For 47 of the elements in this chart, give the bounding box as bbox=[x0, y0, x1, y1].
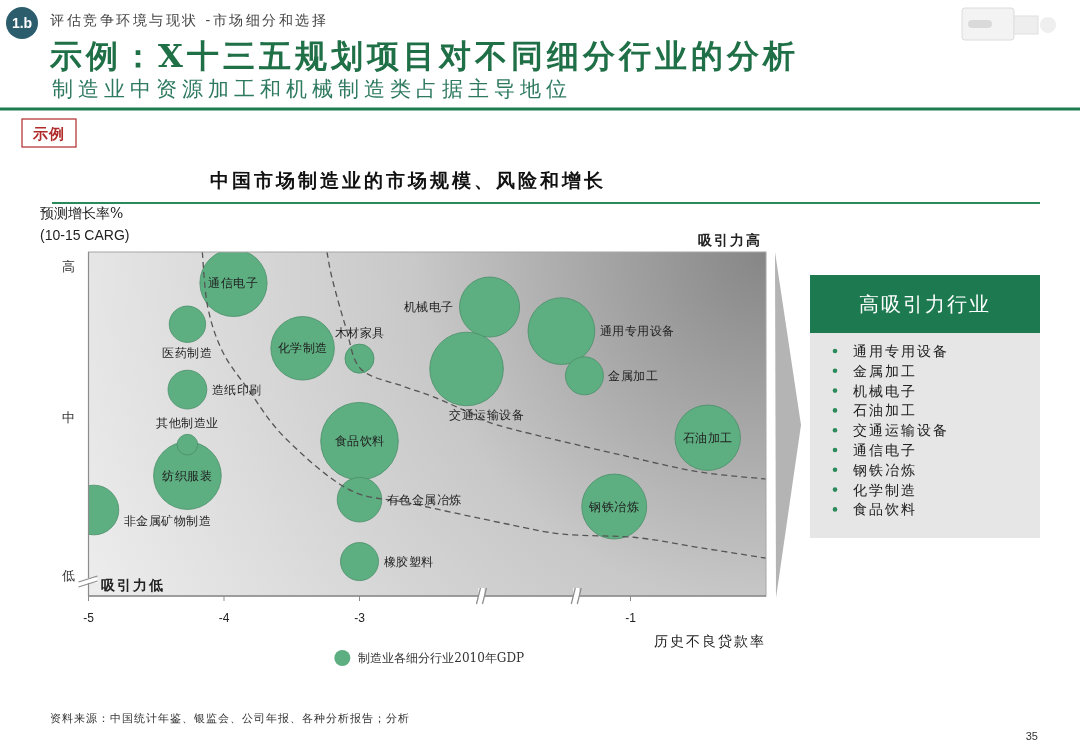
text: 1.b bbox=[11, 15, 33, 31]
x-axis-title: 历史不良贷款率 bbox=[654, 633, 766, 649]
annotation: 交通运输设备 bbox=[449, 407, 525, 422]
annotation: 其他制造业 bbox=[156, 416, 219, 431]
x-tick-label: -4 bbox=[218, 611, 230, 625]
annotation: 吸引力低 bbox=[100, 577, 165, 593]
annotation: 石油加工 bbox=[682, 430, 733, 445]
text: 交通运输设备 bbox=[853, 422, 949, 439]
text: 钢铁冶炼 bbox=[852, 461, 917, 478]
legend: 制造业各细分行业2010年GDP bbox=[334, 650, 525, 666]
text: 石油加工 bbox=[853, 402, 917, 419]
annotation: 食品饮料 bbox=[334, 434, 385, 449]
text: 通信电子 bbox=[853, 442, 917, 458]
annotation: 造纸印刷 bbox=[211, 382, 262, 397]
text: 中 bbox=[61, 410, 75, 426]
annotation: 通信电子 bbox=[208, 275, 259, 290]
text: 示例：X十三五规划项目对不同细分行业的分析 bbox=[49, 37, 799, 75]
text: 评估竞争环境与现状 -市场细分和选择 bbox=[50, 12, 329, 28]
text: 高吸引力行业 bbox=[859, 292, 991, 316]
text: 制造业中资源加工和机械制造类占据主导地位 bbox=[52, 77, 572, 101]
text: 机械电子 bbox=[853, 382, 917, 399]
text: 吸引力高 bbox=[698, 232, 762, 248]
annotation: 非金属矿物制造 bbox=[123, 514, 212, 529]
text: 食品饮料 bbox=[853, 501, 917, 518]
annotation: 金属加工 bbox=[608, 368, 659, 383]
annotation: 机械电子 bbox=[403, 300, 454, 315]
annotation: 有色金属冶炼 bbox=[386, 492, 462, 507]
x-tick-label: -1 bbox=[625, 611, 637, 625]
annotation: 通用专用设备 bbox=[599, 324, 675, 339]
text: 通用专用设备 bbox=[853, 343, 949, 359]
annotation: 钢铁冶炼 bbox=[588, 499, 640, 514]
text: 35 bbox=[1025, 730, 1038, 742]
text: 资料来源：中国统计年鉴、银监会、公司年报、各种分析报告；分析 bbox=[50, 712, 410, 725]
y-axis-title: 预测增长率% (10-15 CARG) bbox=[40, 205, 130, 243]
x-tick-label: -3 bbox=[354, 611, 366, 625]
annotation: 纺织服装 bbox=[162, 468, 213, 483]
chart-title: 中国市场制造业的市场规模、风险和增长 bbox=[210, 169, 606, 191]
annotation: 医药制造 bbox=[162, 346, 213, 361]
text: 化学制造 bbox=[853, 481, 917, 498]
annotation: 木材家具 bbox=[334, 326, 385, 341]
annotation: 橡胶塑料 bbox=[383, 554, 434, 569]
text: 高 bbox=[61, 258, 75, 274]
annotation: 化学制造 bbox=[277, 341, 328, 356]
text: 示例 bbox=[32, 125, 65, 143]
x-tick-label: -5 bbox=[83, 611, 95, 625]
text: 金属加工 bbox=[853, 362, 917, 379]
text: 低 bbox=[61, 568, 75, 584]
